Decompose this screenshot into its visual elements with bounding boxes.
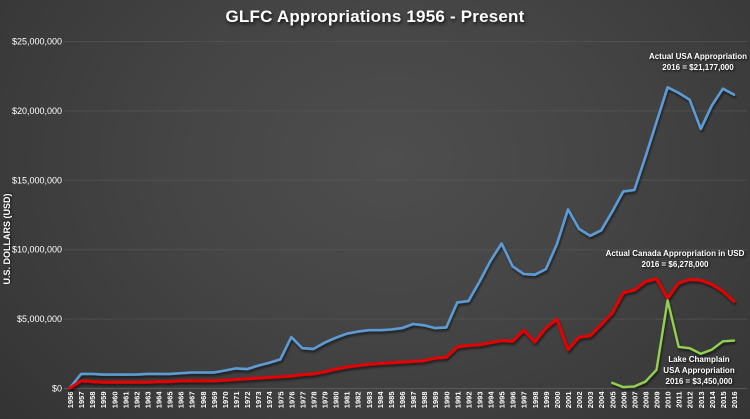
x-year-label-1996: 1996 <box>509 392 518 409</box>
x-year-label-1976: 1976 <box>287 392 296 409</box>
x-year-label-1960: 1960 <box>110 392 119 409</box>
x-year-label-1970: 1970 <box>221 392 230 409</box>
x-year-label-1977: 1977 <box>298 392 307 409</box>
x-year-label-2013: 2013 <box>697 392 706 409</box>
x-year-label-1978: 1978 <box>309 392 318 409</box>
x-year-label-1999: 1999 <box>542 392 551 409</box>
x-year-label-1969: 1969 <box>210 392 219 409</box>
x-year-label-1983: 1983 <box>365 392 374 409</box>
y-axis-tick-labels: $0 $5,000,000 $10,000,000 $15,000,000 $20,00… <box>12 37 62 394</box>
y-tick-label: $20,000,000 <box>12 106 62 116</box>
x-year-label-1995: 1995 <box>498 392 507 409</box>
x-year-label-2005: 2005 <box>608 392 617 409</box>
x-year-label-1973: 1973 <box>254 392 263 409</box>
x-year-label-1975: 1975 <box>276 392 285 409</box>
x-year-label-1998: 1998 <box>531 392 540 409</box>
x-year-label-1980: 1980 <box>332 392 341 409</box>
data-series-lines <box>68 86 736 390</box>
x-year-label-2000: 2000 <box>553 392 562 409</box>
x-year-label-1966: 1966 <box>177 392 186 409</box>
x-year-label-1963: 1963 <box>143 392 152 409</box>
x-year-label-1959: 1959 <box>99 392 108 409</box>
x-year-label-2009: 2009 <box>653 392 662 409</box>
y-axis-title: U.S. DOLLARS (USD) <box>2 193 12 285</box>
series-line-lake-champlain-usa-appropriation <box>611 299 736 389</box>
x-year-label-1957: 1957 <box>77 392 86 409</box>
y-tick-label: $5,000,000 <box>17 314 62 324</box>
x-year-label-1986: 1986 <box>398 392 407 409</box>
x-year-label-2008: 2008 <box>641 392 650 409</box>
x-year-label-1971: 1971 <box>232 392 241 409</box>
y-tick-label: $10,000,000 <box>12 245 62 255</box>
x-year-label-2010: 2010 <box>664 392 673 409</box>
x-year-label-1993: 1993 <box>475 392 484 409</box>
x-year-label-1974: 1974 <box>265 391 274 409</box>
x-year-label-1968: 1968 <box>199 392 208 409</box>
x-year-label-1972: 1972 <box>243 392 252 409</box>
lake-champlain-series-annotation: Lake Champlain USA Appropriation 2016 = … <box>640 354 750 387</box>
x-year-label-1984: 1984 <box>376 391 385 409</box>
x-year-label-2004: 2004 <box>597 391 606 409</box>
series-line-actual-canada-appropriation-in-usd <box>68 277 736 390</box>
canada-annotation-line1: Actual Canada Appropriation in USD <box>605 249 745 258</box>
x-year-label-1991: 1991 <box>453 392 462 409</box>
x-year-label-2002: 2002 <box>575 392 584 409</box>
x-year-label-2015: 2015 <box>719 392 728 409</box>
x-year-label-2001: 2001 <box>564 392 573 409</box>
x-year-label-1988: 1988 <box>420 392 429 409</box>
lake-champlain-annotation-line1: Lake Champlain <box>668 355 730 364</box>
x-year-label-1989: 1989 <box>431 392 440 409</box>
x-axis-year-labels: 1956 1957 1958 1959 1960 1961 1962 1963 1964 1965… <box>66 391 739 409</box>
x-year-label-2007: 2007 <box>630 392 639 409</box>
x-year-label-1979: 1979 <box>321 392 330 409</box>
x-year-label-1994: 1994 <box>487 391 496 409</box>
x-year-label-2006: 2006 <box>619 392 628 409</box>
x-year-label-1961: 1961 <box>121 392 130 409</box>
canada-series-annotation: Actual Canada Appropriation in USD 2016 … <box>585 248 750 270</box>
x-year-label-2011: 2011 <box>675 392 684 408</box>
x-year-label-2003: 2003 <box>586 392 595 409</box>
chart-title: GLFC Appropriations 1956 - Present <box>225 7 525 26</box>
usa-annotation-line1: Actual USA Appropriation <box>648 52 748 61</box>
y-tick-label: $15,000,000 <box>12 175 62 185</box>
x-year-label-1965: 1965 <box>166 392 175 409</box>
gridlines <box>64 41 747 389</box>
canada-annotation-line2: 2016 = $6,278,000 <box>641 260 709 269</box>
y-tick-label: $25,000,000 <box>12 37 62 47</box>
x-year-label-1962: 1962 <box>132 392 141 409</box>
x-year-label-1967: 1967 <box>188 392 197 409</box>
x-year-label-1958: 1958 <box>88 392 97 409</box>
x-year-label-1985: 1985 <box>387 392 396 409</box>
series-line-actual-usa-appropriation <box>68 86 736 390</box>
x-year-label-1982: 1982 <box>354 392 363 409</box>
x-year-label-1997: 1997 <box>520 392 529 409</box>
lake-champlain-annotation-line3: 2016 = $3,450,000 <box>665 377 733 386</box>
x-year-label-2012: 2012 <box>686 392 695 409</box>
usa-annotation-line2: 2016 = $21,177,000 <box>662 63 734 72</box>
x-year-label-1987: 1987 <box>409 392 418 409</box>
x-year-label-1956: 1956 <box>66 392 75 409</box>
x-year-label-1992: 1992 <box>464 392 473 409</box>
x-year-label-1964: 1964 <box>155 391 164 409</box>
usa-series-annotation: Actual USA Appropriation 2016 = $21,177,… <box>618 51 750 73</box>
y-tick-label: $0 <box>52 384 62 394</box>
x-year-label-2014: 2014 <box>708 391 717 409</box>
x-year-label-1990: 1990 <box>442 392 451 409</box>
x-year-label-2016: 2016 <box>730 392 739 409</box>
x-year-label-1981: 1981 <box>343 392 352 409</box>
lake-champlain-annotation-line2: USA Appropriation <box>663 366 735 375</box>
